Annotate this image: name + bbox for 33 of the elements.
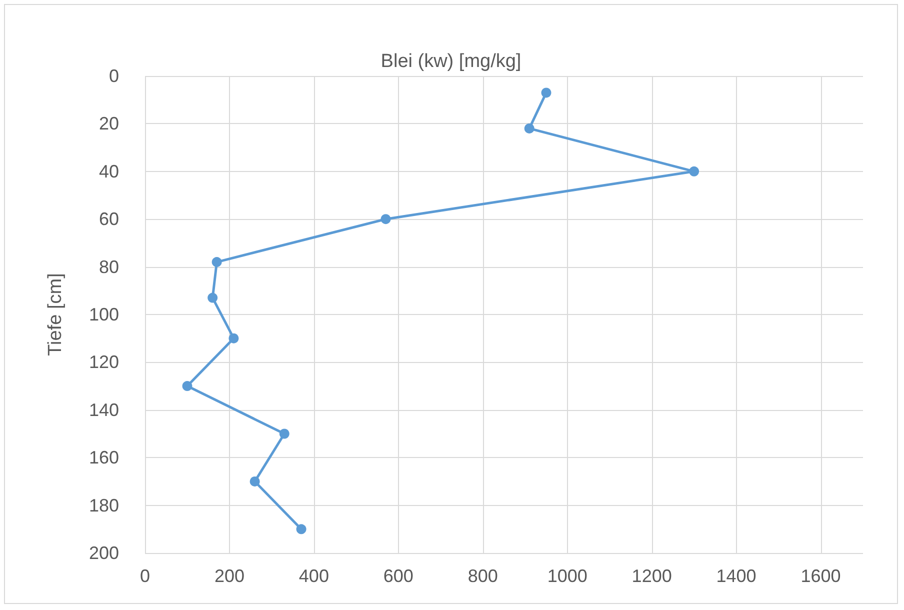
point [524, 123, 534, 134]
x-tick-label: 1200 [632, 566, 672, 586]
y-tick-label: 120 [88, 352, 119, 372]
y-tick-label: 180 [88, 495, 119, 516]
x-tick-label: 800 [468, 566, 498, 586]
point [380, 214, 391, 224]
point [689, 166, 700, 176]
point [228, 333, 239, 344]
point [208, 292, 218, 303]
point [212, 257, 222, 268]
x-tick-label: 200 [214, 566, 244, 586]
x-tick-label: 0 [140, 566, 150, 586]
y-axis-title: Tiefe [cm] [45, 273, 66, 356]
y-tick-label: 160 [88, 448, 119, 468]
x-tick-label: 400 [298, 566, 329, 586]
x-tick-label: 1600 [800, 566, 841, 586]
point [182, 381, 192, 392]
y-tick-label: 80 [98, 256, 119, 277]
y-tick-label: 20 [98, 114, 119, 134]
y-tick-label: 100 [88, 304, 119, 324]
chart-title: Blei (kw) [mg/kg] [380, 51, 522, 72]
x-tick-label: 1000 [547, 566, 588, 586]
y-tick-label: 40 [98, 161, 119, 182]
point [279, 428, 290, 439]
point [250, 476, 260, 486]
x-tick-label: 600 [383, 566, 414, 586]
y-tick-label: 140 [88, 400, 119, 420]
x-tick-label: 1400 [716, 566, 756, 586]
y-tick-label: 60 [98, 209, 119, 230]
point [541, 88, 552, 98]
y-tick-label: 0 [108, 66, 119, 86]
point [296, 524, 306, 534]
y-tick-label: 200 [88, 543, 119, 563]
